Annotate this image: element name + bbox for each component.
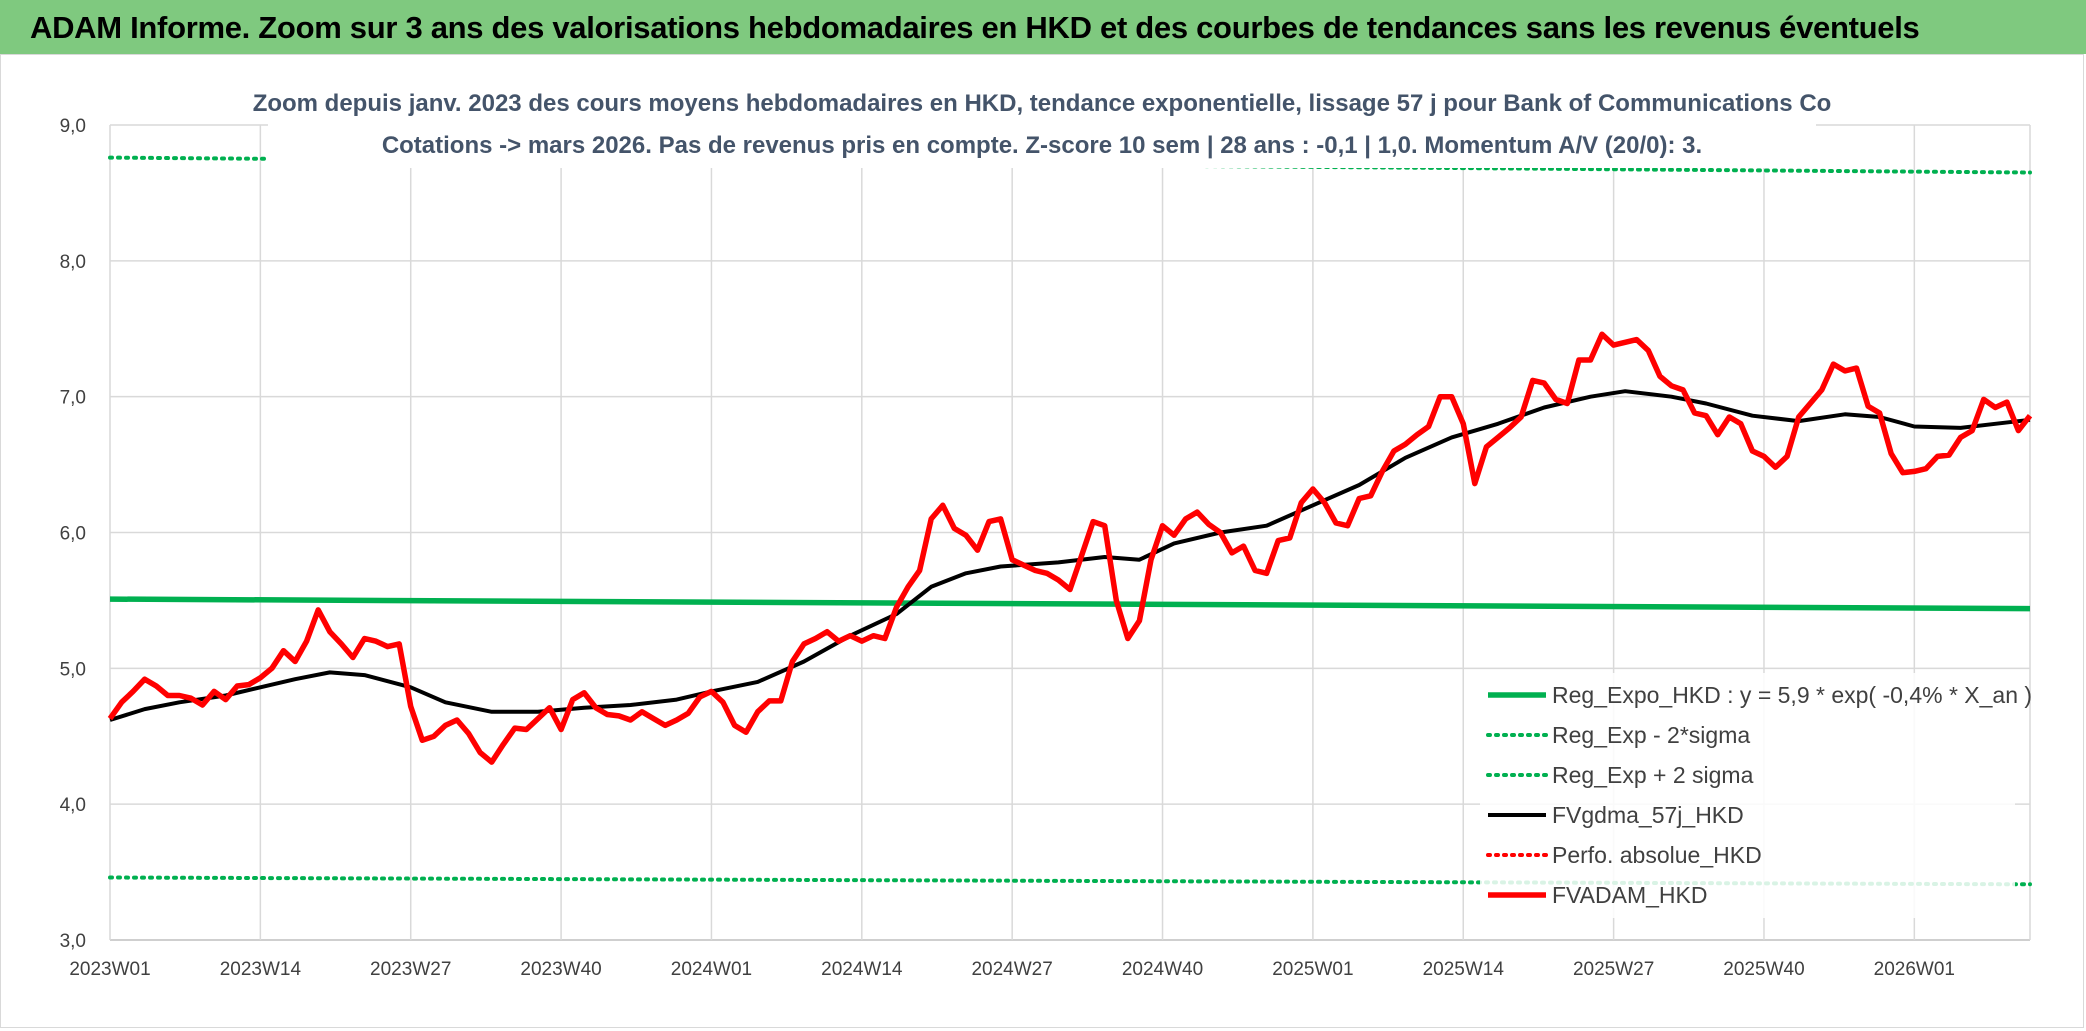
- legend: Reg_Expo_HKD : y = 5,9 * exp( -0,4% * X_…: [1480, 673, 2032, 918]
- x-tick-label: 2023W14: [220, 959, 302, 980]
- legend-label-5: FVADAM_HKD: [1552, 882, 1708, 908]
- report-header: ADAM Informe. Zoom sur 3 ans des valoris…: [0, 0, 2086, 54]
- x-tick-label: 2023W27: [370, 959, 451, 980]
- legend-label-4: Perfo. absolue_HKD: [1552, 842, 1762, 868]
- x-tick-label: 2026W01: [1874, 959, 1955, 980]
- y-tick-label: 4,0: [60, 795, 86, 816]
- x-tick-label: 2024W14: [821, 959, 903, 980]
- y-tick-label: 5,0: [60, 659, 86, 680]
- chart-title: Zoom depuis janv. 2023 des cours moyens …: [253, 90, 1832, 117]
- legend-label-0: Reg_Expo_HKD : y = 5,9 * exp( -0,4% * X_…: [1552, 682, 2032, 708]
- axis-layer: 3,0 4,0 5,0 6,0 7,0 8,0 9,0 2023W01 2023W14 2023W…: [60, 116, 1955, 980]
- report-title: ADAM Informe. Zoom sur 3 ans des valoris…: [30, 10, 1920, 45]
- x-tick-label: 2024W40: [1122, 959, 1203, 980]
- series-line-5: [107, 331, 2033, 765]
- series-line-3: [109, 389, 2031, 722]
- x-tick-label: 2023W01: [69, 959, 150, 980]
- x-tick-label: 2023W40: [520, 959, 601, 980]
- x-tick-label: 2025W14: [1423, 959, 1505, 980]
- y-tick-label: 8,0: [60, 252, 86, 273]
- legend-label-3: FVgdma_57j_HKD: [1552, 802, 1744, 828]
- y-tick-label: 7,0: [60, 388, 86, 409]
- chart-frame: [0, 54, 2084, 1028]
- y-tick-label: 6,0: [60, 524, 86, 545]
- legend-label-2: Reg_Exp + 2 sigma: [1552, 762, 1754, 788]
- x-tick-label: 2024W01: [671, 959, 752, 980]
- legend-box: [1480, 673, 2015, 918]
- y-tick-label: 3,0: [60, 931, 86, 952]
- x-tick-label: 2025W01: [1272, 959, 1353, 980]
- x-tick-label: 2025W40: [1723, 959, 1804, 980]
- x-tick-label: 2025W27: [1573, 959, 1654, 980]
- legend-label-1: Reg_Exp - 2*sigma: [1552, 722, 1750, 748]
- x-tick-label: 2024W27: [971, 959, 1052, 980]
- series-line-0: [109, 596, 2031, 612]
- chart-subtitle: Cotations -> mars 2026. Pas de revenus p…: [382, 132, 1702, 159]
- y-tick-label: 9,0: [60, 116, 86, 137]
- chart-title-box: [268, 80, 1816, 168]
